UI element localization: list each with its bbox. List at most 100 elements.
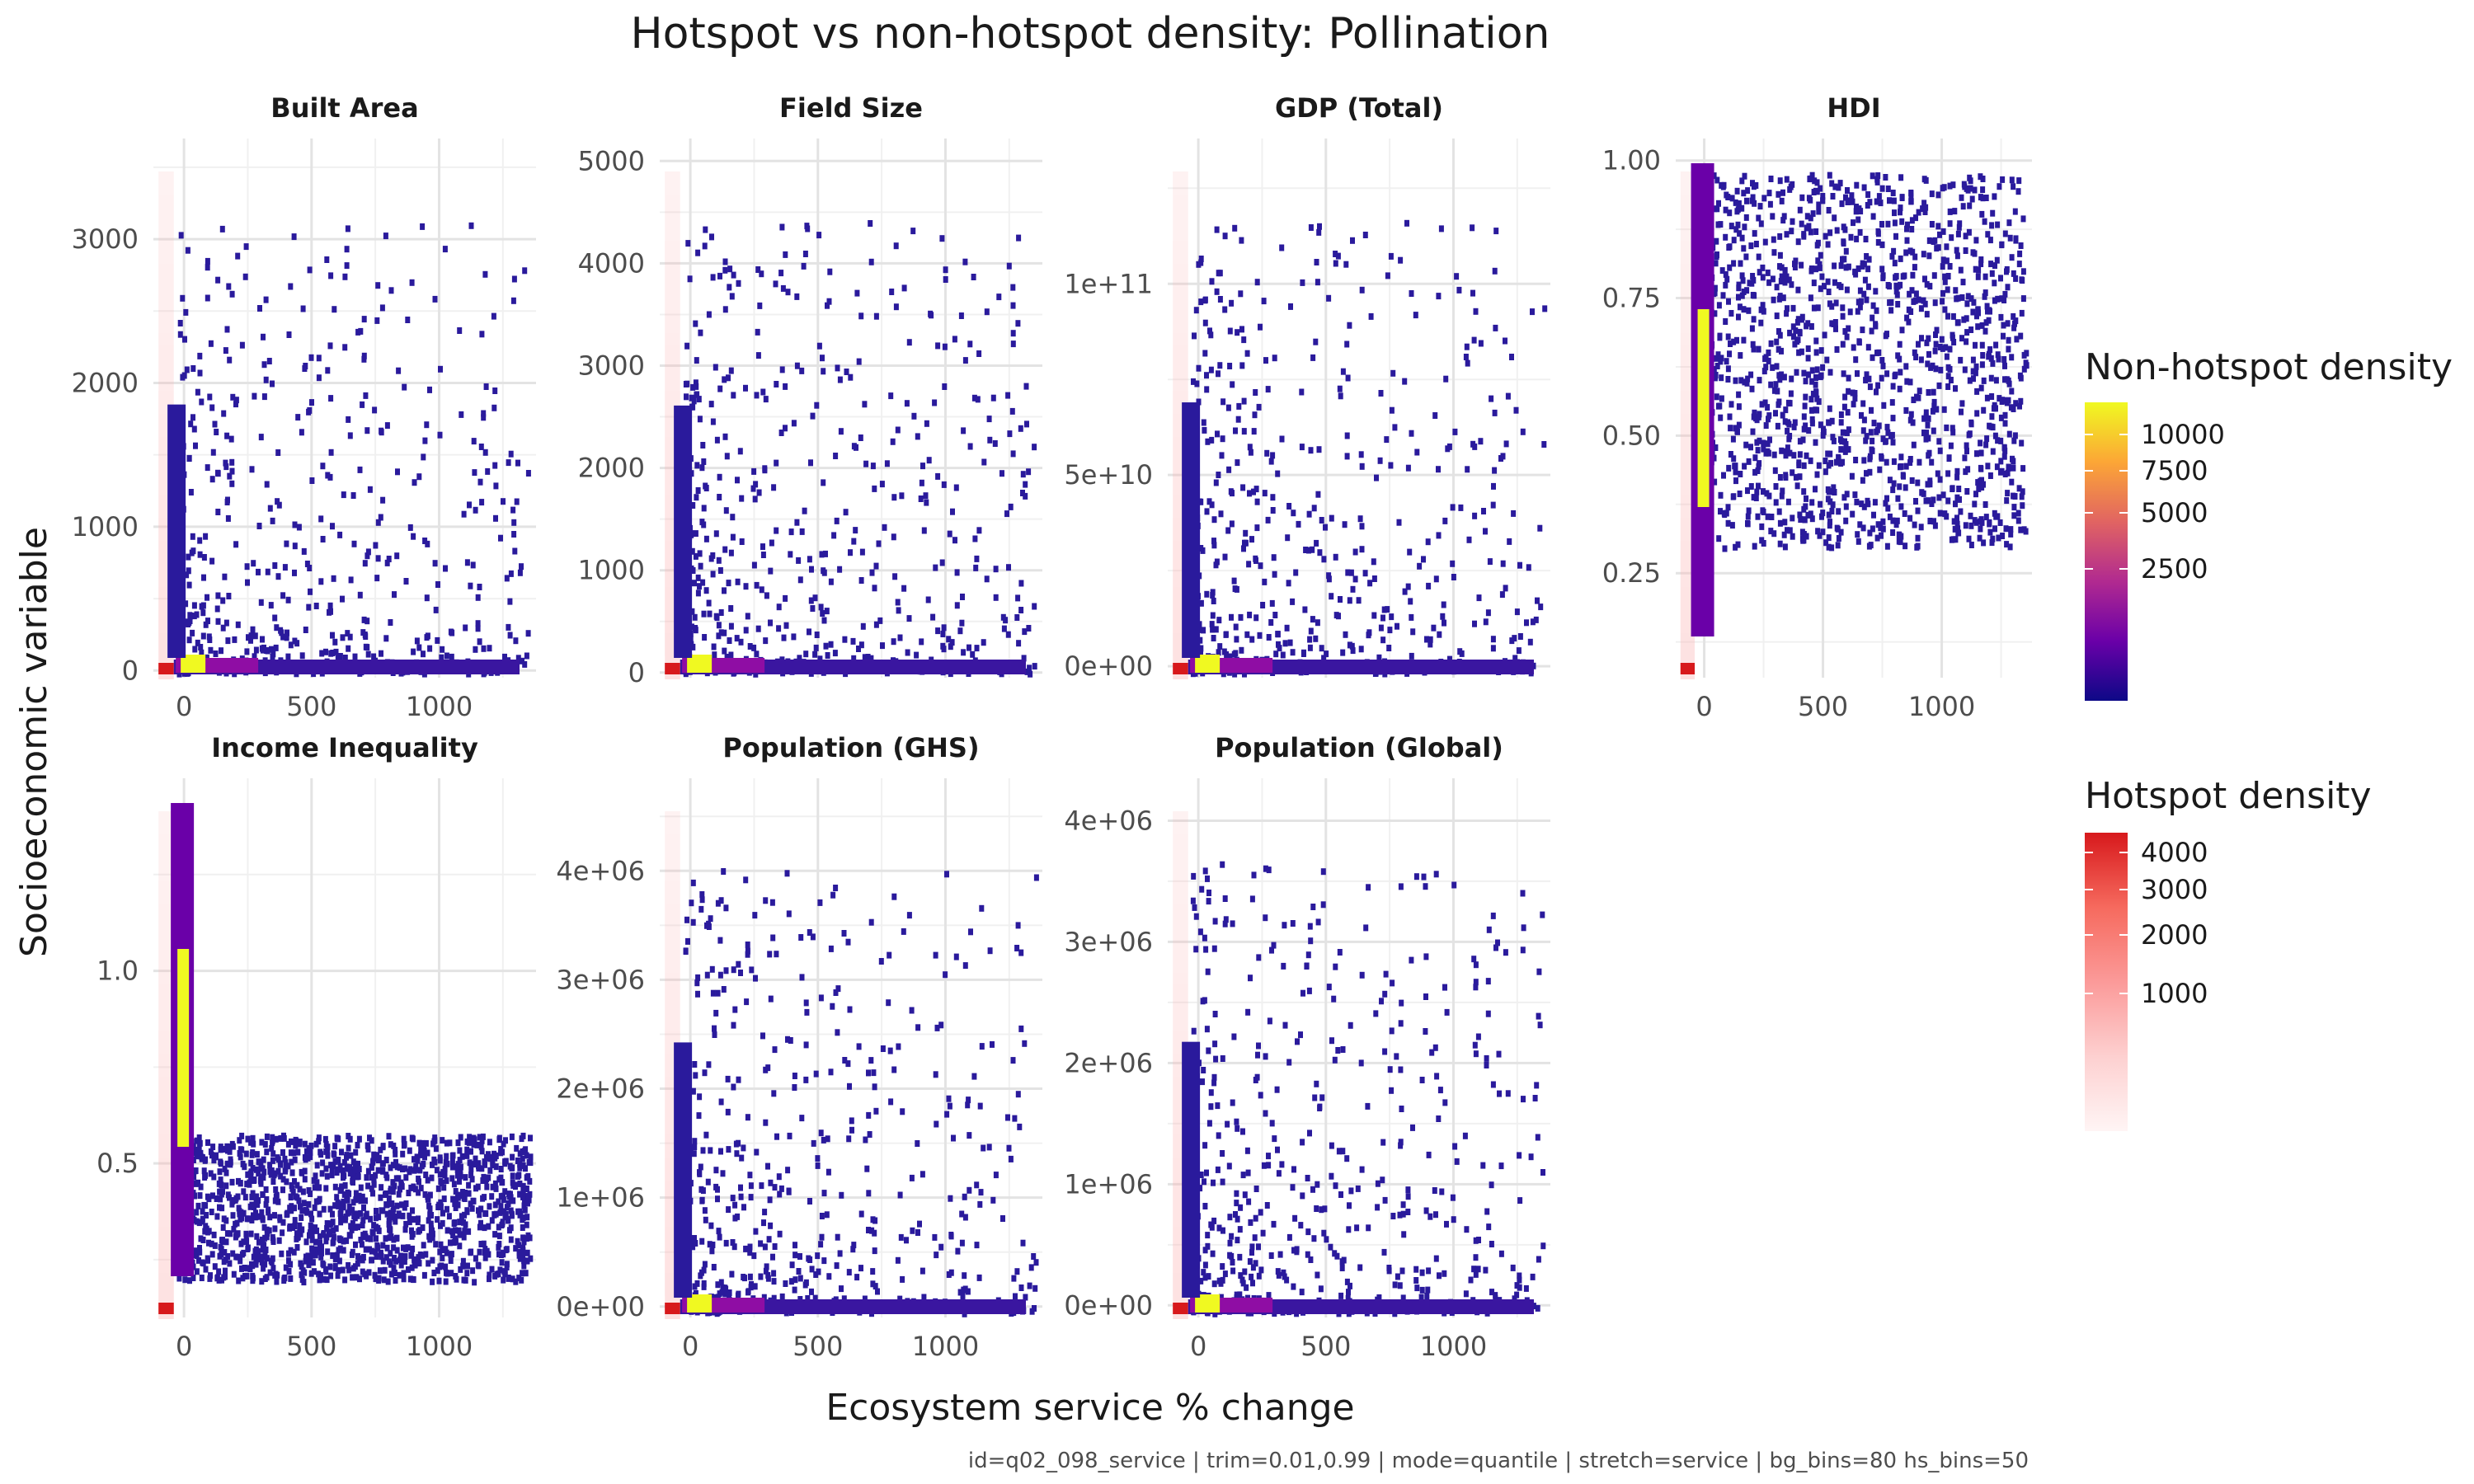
density-cell (316, 1134, 322, 1142)
density-cell (1956, 223, 1962, 231)
density-cell (1962, 454, 1968, 462)
density-cell (383, 232, 388, 240)
density-cell (265, 647, 270, 655)
density-cell (785, 289, 791, 296)
density-cell (2011, 512, 2017, 519)
density-cell (297, 1186, 303, 1193)
density-cell (269, 1167, 275, 1174)
density-cell (1851, 219, 1856, 227)
density-cell (1804, 213, 1810, 220)
density-cell (2011, 464, 2016, 472)
hotspot-cell (158, 1158, 174, 1169)
density-cell (1810, 390, 1816, 397)
density-cell (1860, 427, 1866, 434)
density-cell (319, 1249, 324, 1256)
density-cell (1907, 290, 1912, 298)
density-cell (1751, 494, 1757, 501)
density-cell (690, 502, 696, 509)
density-cell (412, 1261, 418, 1269)
density-cell (411, 1183, 416, 1190)
density-cell (1712, 478, 1718, 486)
density-cell (214, 1213, 220, 1220)
density-cell (1012, 1115, 1018, 1122)
density-cell (731, 392, 736, 399)
density-cell (1217, 643, 1223, 650)
density-cell (1940, 491, 1946, 499)
density-cell (765, 1162, 770, 1170)
density-cell (1929, 190, 1935, 198)
density-cell (1962, 366, 1968, 373)
density-cell (1964, 329, 1970, 336)
density-cell (700, 1147, 706, 1154)
density-cell (427, 1236, 433, 1243)
density-cell (423, 1172, 429, 1178)
density-cell (244, 1237, 250, 1245)
density-cell (986, 416, 992, 423)
density-cell (1984, 303, 1990, 310)
density-cell (280, 1186, 285, 1194)
density-cell (421, 1160, 426, 1167)
density-cell (1754, 488, 1760, 495)
density-cell (1829, 417, 1835, 425)
density-cell (693, 627, 698, 634)
density-cell (1302, 606, 1308, 613)
density-cell (1944, 257, 1950, 265)
density-cell (1808, 457, 1813, 464)
density-cell (1775, 387, 1780, 395)
density-cell (1971, 375, 1976, 383)
density-cell (1815, 239, 1821, 247)
density-cell (206, 633, 212, 641)
density-cell (1310, 616, 1315, 623)
density-cell (1782, 418, 1788, 425)
x-tick-label: 500 (1798, 691, 1848, 722)
density-cell (1262, 578, 1268, 585)
density-cell (1010, 450, 1016, 458)
density-cell (360, 1222, 365, 1228)
density-cell (239, 1132, 245, 1139)
density-cell (256, 523, 262, 529)
density-cell (1026, 468, 1032, 476)
density-cell (299, 429, 304, 436)
density-cell (1972, 517, 1978, 524)
density-cell (228, 1156, 233, 1163)
density-cell (1791, 423, 1797, 430)
density-cell (1344, 432, 1350, 439)
density-cell (261, 361, 267, 369)
density-cell (457, 1147, 463, 1154)
hotspot-cell (1173, 287, 1188, 298)
density-cell (328, 1162, 334, 1169)
hotspot-cell (158, 1031, 174, 1042)
density-cell (253, 1257, 259, 1264)
density-cell (700, 1187, 706, 1195)
density-cell (283, 1167, 289, 1175)
density-cell (218, 1160, 223, 1167)
density-cell (1542, 305, 1548, 312)
density-cell (1734, 208, 1740, 215)
density-cell (1968, 542, 1974, 548)
density-cell (1366, 629, 1372, 636)
density-cell (812, 594, 818, 602)
hotspot-cell (158, 1273, 174, 1284)
density-cell (1377, 457, 1383, 464)
density-cell (1842, 328, 1848, 335)
density-cell (1231, 577, 1237, 585)
density-cell (463, 1174, 468, 1181)
hotspot-cell (158, 834, 174, 846)
density-cell (1307, 636, 1313, 643)
density-cell (716, 632, 722, 640)
density-cell (1029, 1308, 1035, 1315)
density-cell (496, 1270, 501, 1278)
density-cell (349, 1226, 355, 1233)
density-cell (365, 1167, 371, 1175)
density-cell (221, 410, 227, 417)
density-cell (785, 1036, 790, 1043)
density-cell (700, 579, 706, 586)
density-cell (1942, 273, 1948, 280)
density-cell (914, 651, 920, 659)
density-cell (468, 1138, 473, 1145)
density-cell (1805, 345, 1811, 352)
density-cell (805, 1295, 811, 1302)
density-cell (901, 928, 906, 935)
density-cell (706, 311, 712, 318)
density-cell (1517, 633, 1523, 640)
